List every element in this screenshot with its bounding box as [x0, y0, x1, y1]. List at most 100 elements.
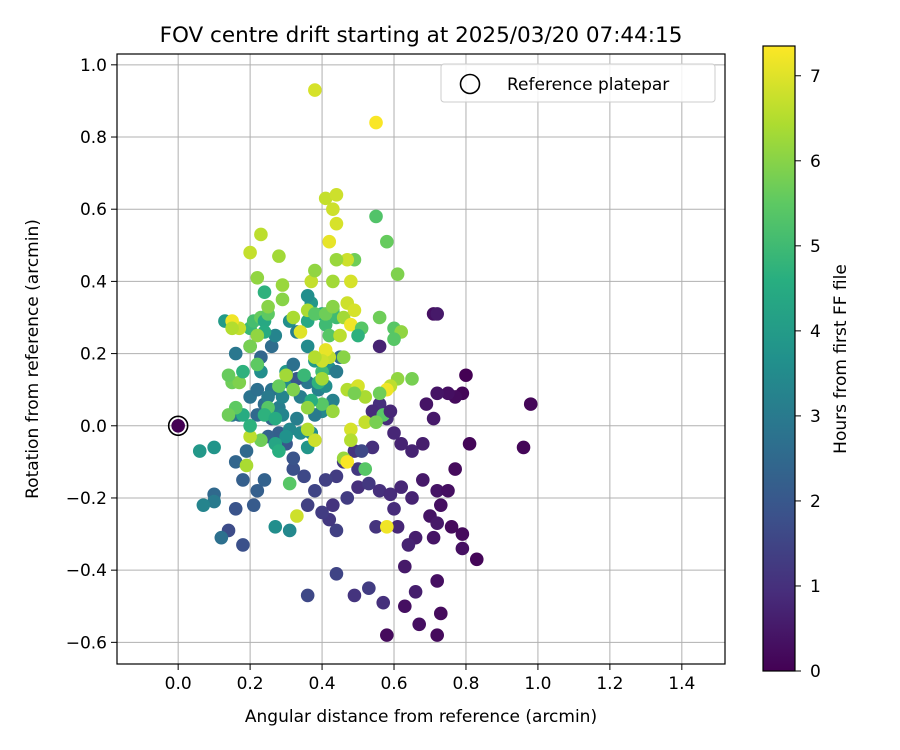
y-tick-label: 0.2	[80, 345, 107, 365]
data-point	[340, 491, 355, 505]
data-point	[523, 397, 538, 411]
data-point	[394, 437, 409, 451]
data-point	[250, 483, 265, 498]
data-point	[268, 520, 283, 534]
data-point	[372, 310, 387, 325]
data-point	[286, 357, 301, 372]
data-point	[444, 520, 459, 534]
data-point	[333, 328, 347, 343]
colorbar-ticks: 0 1 2 3 4 5 6 7	[795, 67, 821, 682]
data-point	[455, 541, 470, 556]
data-point	[326, 404, 340, 419]
data-point	[430, 516, 444, 531]
data-point	[221, 408, 236, 422]
data-point	[300, 289, 315, 303]
data-point	[279, 368, 293, 383]
x-tick-label: 0.2	[237, 674, 264, 694]
data-point	[329, 187, 344, 202]
data-point	[300, 339, 315, 354]
data-point	[329, 252, 344, 267]
data-point	[430, 574, 444, 588]
data-point	[329, 566, 344, 581]
data-point	[318, 317, 333, 332]
data-point	[275, 390, 290, 404]
data-point	[272, 379, 286, 393]
x-tick-label: 1.0	[524, 674, 551, 694]
data-point	[304, 274, 319, 289]
x-axis-label: Angular distance from reference (arcmin)	[245, 707, 597, 727]
data-point	[300, 400, 315, 415]
y-tick-label: −0.2	[66, 489, 107, 509]
data-point	[286, 451, 301, 466]
data-point	[239, 458, 254, 473]
data-point	[426, 530, 441, 545]
data-point	[239, 444, 254, 458]
data-point	[326, 299, 340, 314]
data-point	[243, 429, 257, 444]
legend-box	[440, 63, 716, 103]
data-point	[315, 505, 329, 520]
data-point	[261, 390, 275, 404]
data-point	[228, 501, 243, 516]
colorbar-gradient	[762, 45, 796, 672]
data-point	[308, 433, 322, 448]
data-point	[254, 227, 268, 242]
data-point	[344, 274, 358, 289]
colorbar-tick-label: 4	[810, 322, 821, 342]
data-point	[228, 455, 243, 469]
y-tick-label: −0.4	[66, 561, 107, 581]
data-point	[415, 473, 430, 487]
data-point	[387, 501, 401, 516]
x-axis-ticks: 0.0 0.2 0.4 0.6 0.8 1.0 1.2 1.4	[165, 664, 695, 694]
colorbar-tick-label: 6	[810, 152, 821, 172]
data-point	[243, 339, 257, 354]
data-point	[347, 588, 362, 603]
legend-marker-icon	[459, 73, 481, 95]
data-point	[358, 415, 373, 429]
data-point	[272, 249, 286, 263]
x-tick-label: 1.4	[668, 674, 695, 694]
data-point	[376, 595, 391, 610]
data-point	[308, 263, 322, 278]
data-point	[469, 552, 484, 567]
data-point	[326, 498, 340, 512]
data-point	[290, 509, 304, 523]
data-point	[297, 469, 311, 484]
data-point	[441, 386, 455, 401]
data-point	[282, 476, 297, 491]
data-point	[405, 372, 419, 386]
data-point	[326, 393, 340, 408]
data-point	[362, 581, 376, 596]
chart-title: FOV centre drift starting at 2025/03/20 …	[160, 23, 683, 48]
data-point	[351, 328, 365, 343]
data-point	[250, 328, 265, 343]
data-point	[250, 270, 265, 285]
data-point	[300, 588, 315, 603]
reference-marker	[167, 415, 189, 437]
y-tick-label: −0.6	[66, 633, 107, 653]
data-point	[286, 382, 301, 397]
data-point	[426, 411, 441, 426]
data-point	[318, 343, 333, 357]
x-tick-label: 0.8	[452, 674, 479, 694]
data-point	[257, 473, 272, 487]
data-point	[300, 498, 315, 512]
legend-entry: Reference platepar	[507, 75, 669, 95]
data-point	[394, 480, 409, 494]
data-point	[372, 386, 387, 401]
data-point	[236, 364, 250, 379]
data-point	[448, 462, 462, 476]
data-point	[344, 433, 358, 448]
data-point	[401, 538, 416, 552]
data-point	[390, 520, 405, 534]
data-point	[279, 429, 293, 444]
data-point	[192, 444, 207, 458]
data-point	[380, 234, 394, 249]
data-point	[246, 498, 261, 512]
data-point	[221, 368, 236, 383]
x-tick-label: 0.0	[165, 674, 192, 694]
y-axis-ticks: −0.6 −0.4 −0.2 0.0 0.2 0.4 0.6 0.8 1.0	[66, 56, 117, 653]
data-point	[398, 599, 412, 614]
plot-frame	[116, 53, 726, 665]
